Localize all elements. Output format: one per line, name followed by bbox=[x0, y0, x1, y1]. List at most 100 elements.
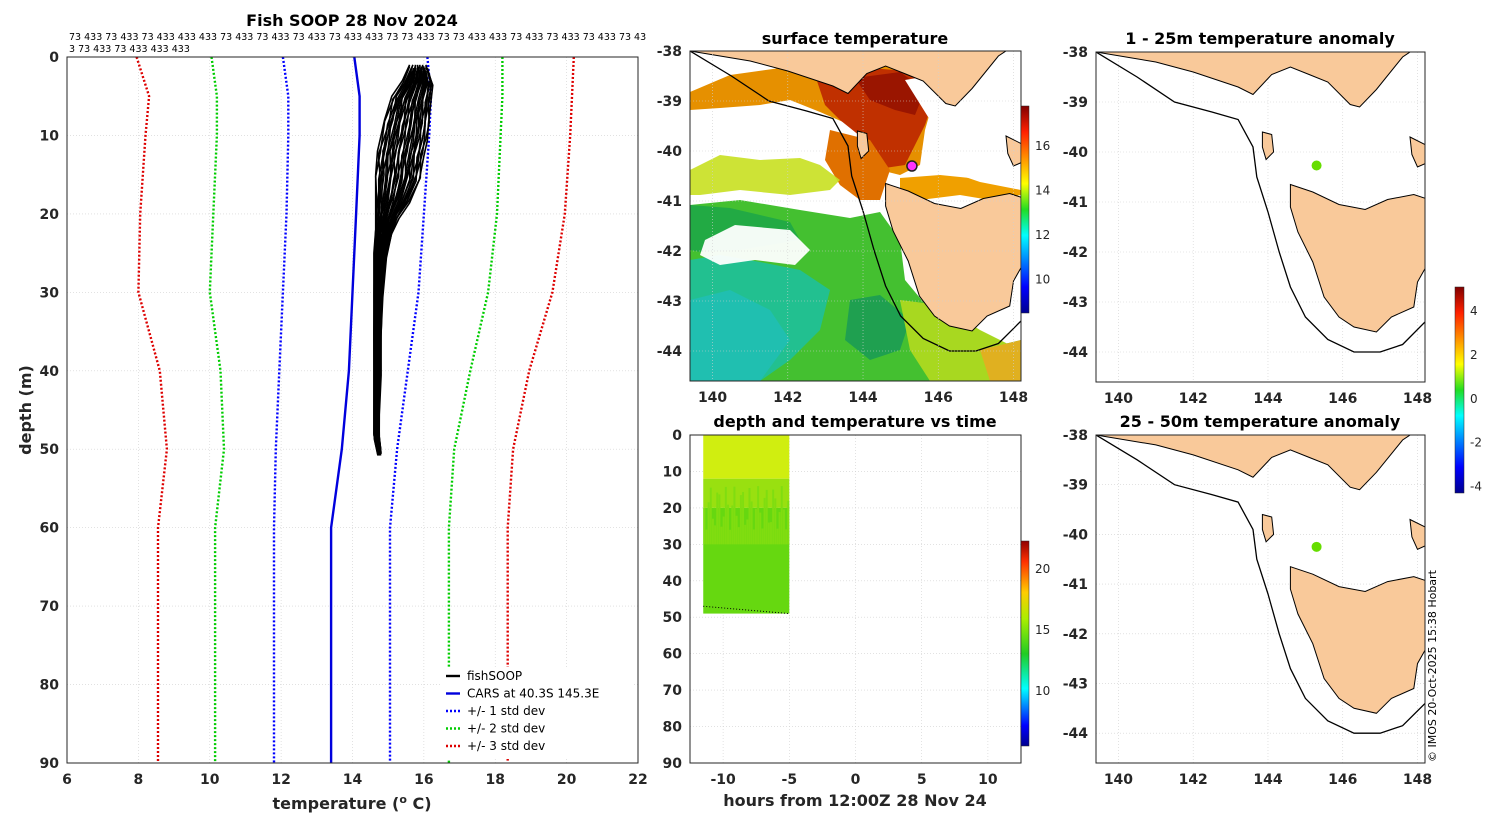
anomaly-25-50-lon-label: 144 bbox=[1253, 772, 1282, 788]
depth-time-colorbar-label: 10 bbox=[1035, 684, 1050, 698]
profile-xtick-label: 6 bbox=[62, 772, 72, 788]
depth-time-xtick-label: 0 bbox=[851, 772, 861, 788]
profile-ytick-label: 10 bbox=[40, 128, 60, 144]
anomaly-1-25-lon-label: 140 bbox=[1104, 391, 1133, 407]
warm-surface-band bbox=[703, 435, 790, 479]
anomaly-1-25-lat-label: -42 bbox=[1063, 245, 1088, 261]
profile-ytick-label: 20 bbox=[40, 207, 60, 223]
anomaly-25-50-lat-label: -38 bbox=[1063, 428, 1088, 444]
anomaly-1-25-box bbox=[1095, 51, 1426, 383]
depth-time-xtick-label: 10 bbox=[978, 772, 998, 788]
anomaly-1-25-lat-label: -44 bbox=[1063, 345, 1089, 361]
victoria-coast bbox=[1096, 435, 1412, 491]
depth-time-xlabel: hours from 12:00Z 28 Nov 24 bbox=[723, 791, 986, 810]
std-dev-line bbox=[447, 57, 504, 763]
depth-time-xtick-label: -5 bbox=[782, 772, 798, 788]
std-dev-line bbox=[272, 57, 290, 763]
depth-time-ytick-label: 20 bbox=[663, 501, 683, 517]
anomaly-1-25-marker bbox=[1311, 160, 1322, 171]
depth-time-ytick-label: 70 bbox=[663, 683, 683, 699]
profile-xtick-label: 20 bbox=[557, 772, 577, 788]
anomaly-25-50-lon-label: 142 bbox=[1179, 772, 1208, 788]
anomaly-25-50-lat-label: -39 bbox=[1063, 478, 1088, 494]
anomaly-1-25-lon-label: 144 bbox=[1253, 391, 1282, 407]
profile-xlabel: temperature (o C) bbox=[272, 793, 431, 813]
profile-ytick-label: 90 bbox=[40, 756, 60, 772]
anomaly-colorbar-label: 2 bbox=[1470, 348, 1478, 362]
tasmania-land bbox=[1289, 566, 1425, 714]
station-numbers-line2: 3 73 433 73 433 433 433 bbox=[69, 44, 190, 55]
depth-time-colorbar bbox=[1020, 540, 1030, 747]
depth-time-ytick-label: 90 bbox=[663, 756, 683, 772]
credit-text: © IMOS 20-Oct-2025 15:38 Hobart bbox=[1426, 569, 1439, 762]
profile-xtick-label: 8 bbox=[134, 772, 144, 788]
std-dev-line bbox=[208, 57, 226, 763]
sst-colorbar-label: 10 bbox=[1035, 273, 1050, 287]
anomaly-1-25-lon-label: 146 bbox=[1328, 391, 1357, 407]
sst-map-lat-label: -43 bbox=[657, 294, 682, 310]
std-dev-line bbox=[506, 57, 575, 763]
anomaly-25-50-lon-label: 148 bbox=[1403, 772, 1432, 788]
profile-ytick-label: 50 bbox=[40, 442, 60, 458]
sst-colorbar-label: 12 bbox=[1035, 228, 1050, 242]
anomaly-25-50-box bbox=[1095, 434, 1426, 764]
cars-profile-line bbox=[329, 57, 361, 763]
profile-ytick-label: 60 bbox=[40, 521, 60, 537]
depth-time-title: depth and temperature vs time bbox=[713, 412, 996, 431]
anomaly-1-25-lat-label: -41 bbox=[1063, 195, 1088, 211]
station-marker bbox=[906, 160, 918, 172]
anomaly-colorbar-label: 4 bbox=[1470, 304, 1478, 318]
anomaly-25-50-lat-label: -41 bbox=[1063, 577, 1088, 593]
sst-colorbar-label: 16 bbox=[1035, 139, 1050, 153]
fishsoop-profile-line bbox=[378, 69, 434, 454]
profile-title: Fish SOOP 28 Nov 2024 bbox=[246, 11, 458, 30]
anomaly-1-25-lon-label: 148 bbox=[1403, 391, 1432, 407]
tasmania-land bbox=[885, 182, 1021, 332]
depth-time-scatter bbox=[703, 435, 790, 615]
sst-map-lat-label: -40 bbox=[657, 144, 683, 160]
profile-xtick-label: 10 bbox=[200, 772, 220, 788]
king-island bbox=[1261, 131, 1275, 161]
anomaly-colorbar-label: 0 bbox=[1470, 392, 1478, 406]
anomaly-1-25-lat-label: -43 bbox=[1063, 295, 1088, 311]
anomaly-1-25-lat-label: -40 bbox=[1063, 145, 1089, 161]
flinders-island bbox=[1409, 518, 1425, 550]
depth-time-colorbar-label: 20 bbox=[1035, 562, 1050, 576]
sst-colorbar bbox=[1020, 105, 1030, 314]
victoria-coast bbox=[690, 51, 1007, 107]
depth-time-ytick-label: 30 bbox=[663, 537, 683, 553]
anomaly-1-25-lat-label: -39 bbox=[1063, 95, 1088, 111]
sst-map-lat-label: -41 bbox=[657, 194, 682, 210]
anomaly-25-50-marker bbox=[1311, 541, 1322, 552]
legend-label: +/- 3 std dev bbox=[467, 739, 545, 753]
tasmania-land bbox=[1289, 183, 1425, 333]
cool-deep-band bbox=[703, 507, 790, 614]
sst-map-lon-label: 146 bbox=[924, 390, 953, 406]
depth-time-ytick-label: 0 bbox=[672, 428, 682, 444]
profile-xtick-label: 18 bbox=[486, 772, 505, 788]
profile-xtick-label: 22 bbox=[628, 772, 647, 788]
sst-field bbox=[690, 60, 1021, 381]
sst-map-lat-label: -39 bbox=[657, 94, 682, 110]
anomaly-25-50-lon-label: 140 bbox=[1104, 772, 1133, 788]
anomaly-25-50-lat-label: -40 bbox=[1063, 527, 1089, 543]
depth-time-xtick-label: 5 bbox=[917, 772, 927, 788]
sst-map-title: surface temperature bbox=[762, 29, 949, 48]
anomaly-colorbar-label: -2 bbox=[1470, 436, 1482, 450]
anomaly-1-25-title: 1 - 25m temperature anomaly bbox=[1125, 29, 1395, 48]
sst-map-lat-label: -44 bbox=[657, 344, 683, 360]
sst-colorbar-label: 14 bbox=[1035, 184, 1050, 198]
shelf-break-contour bbox=[1096, 52, 1425, 353]
sst-map-lon-label: 144 bbox=[848, 390, 877, 406]
profile-ytick-label: 80 bbox=[40, 678, 60, 694]
legend-label: +/- 2 std dev bbox=[467, 722, 545, 736]
shelf-break-contour bbox=[1096, 435, 1425, 734]
depth-time-ytick-label: 10 bbox=[663, 464, 683, 480]
profile-ytick-label: 0 bbox=[49, 50, 59, 66]
sst-map-lat-label: -42 bbox=[657, 244, 682, 260]
legend-label: +/- 1 std dev bbox=[467, 704, 545, 718]
profile-xtick-label: 16 bbox=[414, 772, 433, 788]
anomaly-25-50-title: 25 - 50m temperature anomaly bbox=[1120, 412, 1401, 431]
profile-ytick-label: 70 bbox=[40, 599, 60, 615]
anomaly-colorbar-label: -4 bbox=[1470, 479, 1482, 493]
